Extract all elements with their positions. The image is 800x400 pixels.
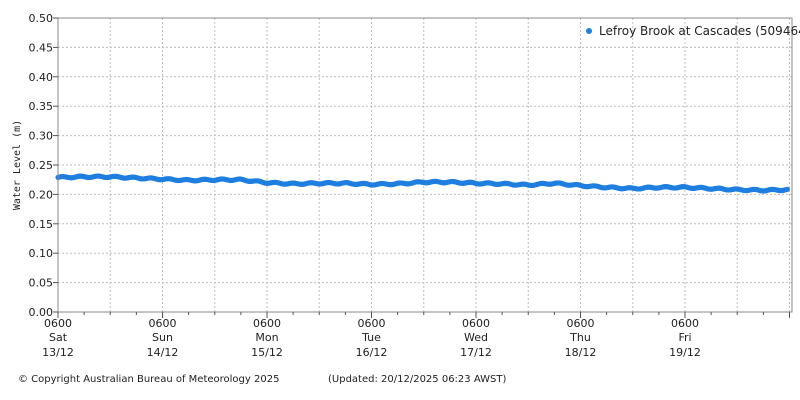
x-tick-date: 16/12 [356,346,388,359]
x-tick-date: 18/12 [565,346,597,359]
x-tick-date: 13/12 [42,346,74,359]
x-tick-time: 0600 [149,317,177,330]
x-tick-weekday: Tue [361,331,381,344]
y-tick-label: 0.05 [29,277,54,290]
y-tick-label: 0.30 [29,130,54,143]
axes [53,17,793,318]
x-tick-date: 14/12 [147,346,179,359]
y-tick-label: 0.50 [29,12,54,25]
x-tick-date: 15/12 [251,346,283,359]
updated-timestamp: (Updated: 20/12/2025 06:23 AWST) [328,374,507,385]
data-points [55,173,790,194]
plot-area [58,18,792,312]
x-tick-weekday: Wed [464,331,488,344]
x-tick-date: 19/12 [669,346,701,359]
x-tick-time: 0600 [358,317,386,330]
y-tick-label: 0.35 [29,100,54,113]
x-tick-labels: 0600Sat13/120600Sun14/120600Mon15/120600… [42,317,701,359]
y-tick-labels: 0.00 0.05 0.10 0.15 0.20 0.25 0.30 0.35 0.40 0.45… [29,12,54,319]
x-tick-time: 0600 [462,317,490,330]
x-tick-weekday: Fri [678,331,691,344]
x-tick-weekday: Thu [569,331,591,344]
x-tick-weekday: Mon [255,331,278,344]
copyright-notice: © Copyright Australian Bureau of Meteoro… [18,374,280,385]
y-tick-label: 0.25 [29,159,54,172]
x-tick-weekday: Sun [152,331,173,344]
x-tick-time: 0600 [671,317,699,330]
x-tick-time: 0600 [44,317,72,330]
data-point [784,186,790,192]
y-tick-label: 0.40 [29,71,54,84]
y-axis-title: Water Level (m) [12,120,23,210]
legend: Lefroy Brook at Cascades (509464) [586,24,800,38]
water-level-chart: 0.00 0.05 0.10 0.15 0.20 0.25 0.30 0.35 0.40 0.45… [12,12,800,359]
x-tick-time: 0600 [567,317,595,330]
y-tick-label: 0.45 [29,41,54,54]
x-tick-date: 17/12 [460,346,492,359]
grid-lines [57,17,792,313]
y-tick-label: 0.10 [29,247,54,260]
y-tick-label: 0.20 [29,188,54,201]
legend-marker [586,28,592,34]
y-tick-label: 0.15 [29,218,54,231]
x-tick-time: 0600 [253,317,281,330]
x-tick-weekday: Sat [49,331,68,344]
y-tick-label: 0.00 [29,306,54,319]
legend-entry: Lefroy Brook at Cascades (509464) [599,24,800,38]
